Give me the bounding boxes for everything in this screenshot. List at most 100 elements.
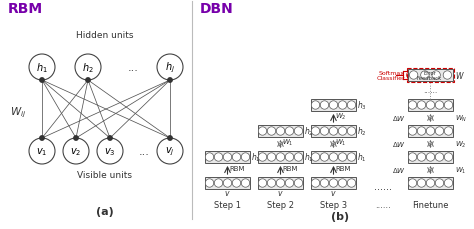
Circle shape: [347, 179, 356, 187]
Circle shape: [214, 153, 223, 161]
Circle shape: [338, 179, 346, 187]
Circle shape: [435, 101, 444, 110]
Circle shape: [232, 153, 241, 161]
Circle shape: [417, 179, 426, 187]
Circle shape: [241, 179, 250, 187]
Text: $v$: $v$: [277, 188, 284, 197]
Circle shape: [276, 153, 285, 161]
Text: $v$: $v$: [224, 188, 231, 197]
Circle shape: [258, 179, 267, 187]
Circle shape: [294, 153, 303, 161]
Circle shape: [329, 179, 337, 187]
Circle shape: [205, 179, 214, 187]
Circle shape: [40, 136, 44, 141]
Circle shape: [408, 127, 417, 136]
Text: $W_{ij}$: $W_{ij}$: [10, 105, 26, 120]
Circle shape: [74, 136, 78, 141]
Text: $W_1$: $W_1$: [283, 137, 294, 147]
Text: Step 3: Step 3: [320, 200, 347, 209]
Circle shape: [97, 138, 123, 164]
Bar: [311, 151, 356, 163]
Text: $h_3$: $h_3$: [357, 99, 367, 112]
Circle shape: [157, 55, 183, 81]
Circle shape: [410, 71, 418, 80]
Text: $h_1$: $h_1$: [357, 151, 367, 164]
Circle shape: [258, 127, 267, 136]
Bar: [311, 177, 356, 189]
Circle shape: [320, 101, 328, 110]
Text: $v_j$: $v_j$: [165, 145, 175, 158]
Circle shape: [294, 179, 303, 187]
Circle shape: [417, 127, 426, 136]
Circle shape: [232, 179, 241, 187]
Text: Visible units: Visible units: [78, 170, 133, 179]
Circle shape: [417, 101, 426, 110]
Bar: [408, 177, 453, 189]
Circle shape: [320, 179, 328, 187]
Text: $h_j$: $h_j$: [165, 60, 175, 75]
Text: $W_2$: $W_2$: [336, 112, 347, 122]
Circle shape: [267, 179, 276, 187]
Text: $\Delta W$: $\Delta W$: [392, 140, 406, 149]
Text: (b): (b): [331, 211, 349, 221]
Bar: [408, 70, 453, 82]
Text: $W_1$: $W_1$: [455, 165, 466, 175]
Circle shape: [435, 127, 444, 136]
Circle shape: [63, 138, 89, 164]
Bar: [258, 125, 303, 137]
Circle shape: [432, 71, 440, 80]
Circle shape: [426, 153, 435, 161]
Bar: [407, 69, 454, 83]
Circle shape: [29, 55, 55, 81]
Text: $v_3$: $v_3$: [104, 145, 116, 157]
Text: $W_2$: $W_2$: [455, 139, 466, 150]
Text: $\Delta W$: $\Delta W$: [392, 114, 406, 123]
Text: RBM: RBM: [336, 165, 351, 171]
Circle shape: [320, 153, 328, 161]
Bar: [408, 151, 453, 163]
Circle shape: [435, 153, 444, 161]
Text: $h_2$: $h_2$: [82, 61, 94, 75]
Circle shape: [311, 101, 319, 110]
Circle shape: [168, 136, 172, 141]
Text: ...: ...: [138, 146, 149, 156]
Circle shape: [443, 71, 452, 80]
Bar: [258, 151, 303, 163]
Circle shape: [285, 179, 294, 187]
Text: Step 2: Step 2: [267, 200, 294, 209]
Circle shape: [338, 153, 346, 161]
Text: $h_2$: $h_2$: [304, 125, 314, 138]
Circle shape: [108, 136, 112, 141]
Text: Error
Feedback: Error Feedback: [417, 70, 442, 81]
Circle shape: [276, 179, 285, 187]
Circle shape: [276, 127, 285, 136]
Bar: [205, 151, 250, 163]
Text: ......: ......: [423, 86, 438, 95]
Circle shape: [320, 127, 328, 136]
Text: $h_1$: $h_1$: [304, 151, 314, 164]
Circle shape: [29, 138, 55, 164]
Bar: [311, 100, 356, 112]
Circle shape: [86, 79, 90, 83]
Circle shape: [408, 153, 417, 161]
Circle shape: [241, 153, 250, 161]
Text: $\Delta W$: $\Delta W$: [392, 166, 406, 175]
Text: RBM: RBM: [283, 165, 298, 171]
Circle shape: [214, 179, 223, 187]
Text: $W$: $W$: [455, 70, 465, 81]
Text: DBN: DBN: [200, 2, 234, 16]
Circle shape: [205, 153, 214, 161]
Circle shape: [223, 153, 232, 161]
Circle shape: [294, 127, 303, 136]
Circle shape: [426, 179, 435, 187]
Circle shape: [444, 101, 453, 110]
Circle shape: [417, 153, 426, 161]
Text: $W_N$: $W_N$: [455, 113, 467, 124]
Circle shape: [420, 71, 429, 80]
Text: $W_1$: $W_1$: [336, 137, 347, 147]
Text: $v$: $v$: [330, 188, 337, 197]
Text: RBM: RBM: [8, 2, 43, 16]
Circle shape: [338, 101, 346, 110]
Circle shape: [311, 179, 319, 187]
Circle shape: [267, 153, 276, 161]
